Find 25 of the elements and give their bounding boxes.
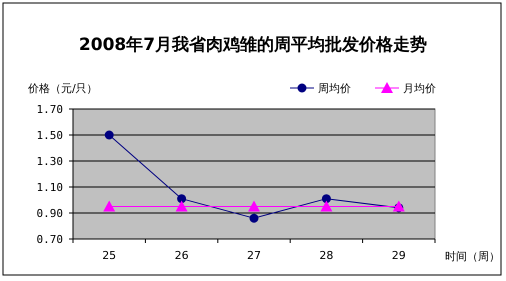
- point: [250, 214, 258, 223]
- x-tick-label: 28: [319, 249, 334, 262]
- y-tick-label: 0.70: [36, 233, 63, 246]
- x-tick-label: 27: [247, 249, 261, 262]
- point: [322, 194, 331, 204]
- y-axis-title: 价格（元/只）: [27, 82, 98, 95]
- chart-title: 2008年7月我省肉鸡雏的周平均批发价格走势: [78, 35, 428, 55]
- y-tick-label: 1.30: [36, 155, 63, 168]
- x-tick-label: 25: [102, 249, 116, 262]
- y-tick-label: 1.10: [36, 181, 63, 194]
- point: [392, 200, 405, 212]
- x-axis-title: 时间（周）: [445, 250, 500, 263]
- legend-label: 月均价: [403, 82, 436, 95]
- point: [176, 200, 188, 212]
- point: [177, 194, 186, 204]
- y-tick-label: 0.90: [36, 207, 63, 220]
- point: [320, 200, 332, 212]
- y-tick-label: 1.70: [36, 103, 63, 116]
- y-tick-label: 1.50: [36, 129, 63, 142]
- point: [104, 130, 114, 140]
- x-tick-label: 26: [174, 249, 189, 262]
- x-tick-label: 29: [392, 249, 406, 262]
- legend-label: 周均价: [318, 82, 351, 95]
- point: [103, 200, 116, 212]
- point: [248, 200, 260, 212]
